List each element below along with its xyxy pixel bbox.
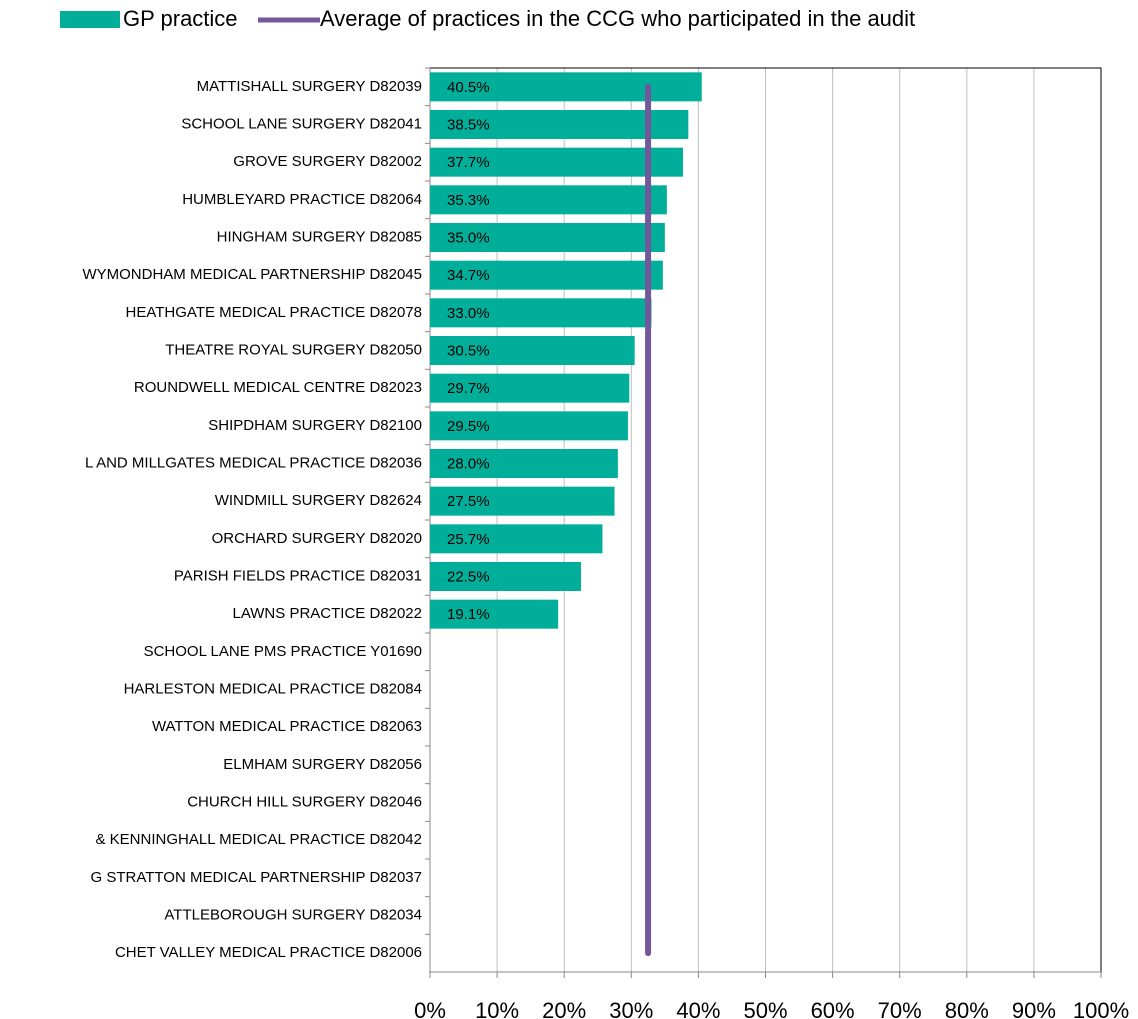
bar (430, 298, 652, 328)
x-tick-label: 50% (743, 998, 787, 1019)
y-tick-label: HUMBLEYARD PRACTICE D82064 (182, 191, 422, 208)
bar (430, 260, 663, 290)
legend-swatch (60, 11, 120, 28)
bar (430, 486, 615, 516)
y-tick-label: CHET VALLEY MEDICAL PRACTICE D82006 (115, 944, 422, 961)
bar (430, 562, 581, 591)
y-tick-label: SHIPDHAM SURGERY D82100 (208, 417, 422, 434)
bar (430, 336, 635, 365)
x-tick-label: 80% (945, 998, 989, 1019)
bar (430, 599, 559, 629)
data-label: 35.3% (447, 192, 490, 209)
y-tick-label: MATTISHALL SURGERY D82039 (197, 78, 422, 95)
data-label: 33.0% (447, 305, 490, 322)
bar (430, 72, 702, 102)
bar (430, 373, 630, 403)
y-tick-label: THEATRE ROYAL SURGERY D82050 (165, 341, 422, 358)
x-tick-label: 0% (414, 998, 446, 1019)
legend-label: GP practice (123, 6, 238, 31)
data-label: 30.5% (447, 342, 490, 359)
y-tick-label: WATTON MEDICAL PRACTICE D82063 (152, 718, 422, 735)
y-tick-label: HARLESTON MEDICAL PRACTICE D82084 (124, 680, 422, 697)
data-label: 40.5% (447, 79, 490, 96)
data-label: 35.0% (447, 229, 490, 246)
bar (430, 411, 628, 441)
bar (430, 449, 618, 478)
data-label: 38.5% (447, 116, 490, 133)
y-tick-label: ORCHARD SURGERY D82020 (212, 530, 422, 547)
x-tick-label: 100% (1073, 998, 1129, 1019)
y-tick-label: & KENNINGHALL MEDICAL PRACTICE D82042 (96, 831, 423, 848)
y-tick-label: L AND MILLGATES MEDICAL PRACTICE D82036 (85, 454, 422, 471)
y-tick-label: CHURCH HILL SURGERY D82046 (187, 793, 422, 810)
y-tick-label: WINDMILL SURGERY D82624 (215, 492, 422, 509)
y-tick-label: SCHOOL LANE PMS PRACTICE Y01690 (144, 643, 422, 660)
bar (430, 524, 603, 554)
data-label: 19.1% (447, 606, 490, 623)
x-tick-label: 60% (811, 998, 855, 1019)
y-tick-label: ELMHAM SURGERY D82056 (223, 756, 422, 773)
y-tick-label: HINGHAM SURGERY D82085 (217, 228, 422, 245)
x-tick-label: 70% (878, 998, 922, 1019)
data-label: 22.5% (447, 568, 490, 585)
bar (430, 223, 665, 252)
y-tick-label: ROUNDWELL MEDICAL CENTRE D82023 (134, 379, 422, 396)
data-label: 29.7% (447, 380, 490, 397)
x-tick-label: 30% (609, 998, 653, 1019)
x-tick-label: 20% (542, 998, 586, 1019)
x-tick-label: 90% (1012, 998, 1056, 1019)
y-tick-label: PARISH FIELDS PRACTICE D82031 (174, 567, 422, 584)
legend-label: Average of practices in the CCG who part… (320, 6, 915, 31)
y-tick-label: G STRATTON MEDICAL PARTNERSHIP D82037 (91, 869, 422, 886)
data-label: 37.7% (447, 154, 490, 171)
x-tick-label: 10% (475, 998, 519, 1019)
y-tick-label: GROVE SURGERY D82002 (233, 153, 422, 170)
data-label: 34.7% (447, 267, 490, 284)
data-label: 25.7% (447, 531, 490, 548)
data-label: 29.5% (447, 418, 490, 435)
y-tick-label: SCHOOL LANE SURGERY D82041 (181, 115, 422, 132)
y-tick-label: ATTLEBOROUGH SURGERY D82034 (164, 906, 422, 923)
x-tick-label: 40% (676, 998, 720, 1019)
data-label: 27.5% (447, 493, 490, 510)
y-tick-label: LAWNS PRACTICE D82022 (232, 605, 422, 622)
bar (430, 185, 667, 215)
bar (430, 147, 683, 177)
data-label: 28.0% (447, 455, 490, 472)
y-tick-label: WYMONDHAM MEDICAL PARTNERSHIP D82045 (82, 266, 422, 283)
y-tick-label: HEATHGATE MEDICAL PRACTICE D82078 (126, 304, 422, 321)
